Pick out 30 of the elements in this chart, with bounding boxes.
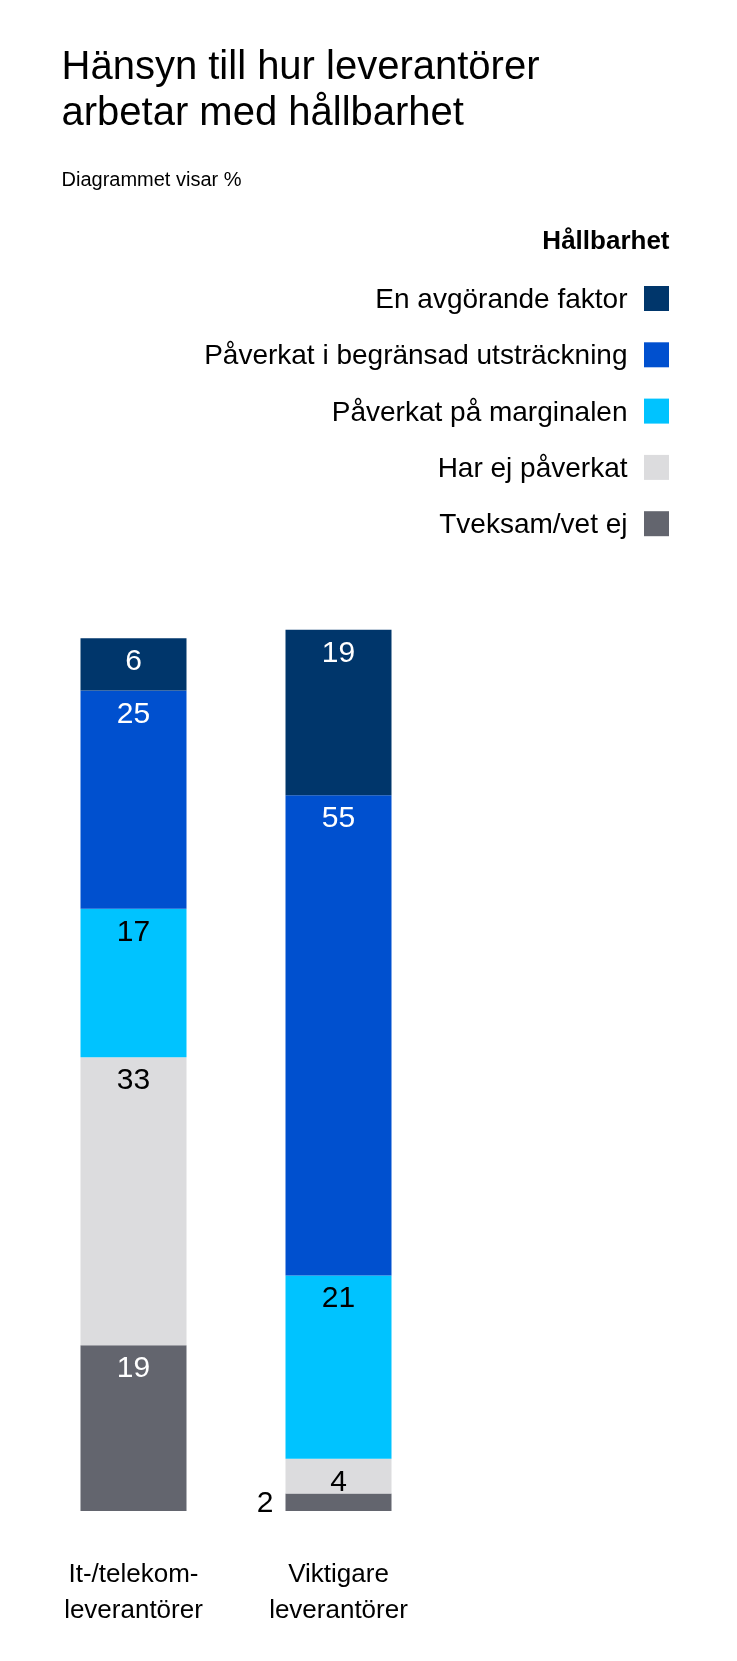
data-label: 33 xyxy=(116,1062,151,1096)
chart-title: Hänsyn till hur leverantörer arbetar med hållbarhet xyxy=(61,42,540,133)
bar xyxy=(80,908,187,1058)
bar xyxy=(80,638,187,691)
x-tick-label: It-/telekom-leverantörer xyxy=(64,1557,204,1624)
data-label: 6 xyxy=(125,643,142,677)
bar xyxy=(285,1275,392,1459)
data-label: 2 xyxy=(256,1485,274,1519)
bar xyxy=(285,1493,392,1512)
legend-label: Tveksam/vet ej xyxy=(439,508,628,540)
bar xyxy=(285,1458,392,1494)
legend-label: Påverkat i begränsad utsträckning xyxy=(204,339,628,371)
chart-subtitle: Diagrammet visar % xyxy=(61,167,242,190)
legend-label: Har ej påverkat xyxy=(437,451,628,483)
bar xyxy=(80,1057,187,1346)
data-label: 25 xyxy=(116,695,151,729)
legend-title: Hållbarhet xyxy=(542,224,670,255)
legend-label: En avgörande faktor xyxy=(375,283,628,314)
data-label: 19 xyxy=(116,1350,151,1384)
data-label: 55 xyxy=(321,800,356,834)
data-label: 19 xyxy=(321,634,356,668)
bar xyxy=(80,690,187,909)
x-tick-label: Viktigare leverantörer xyxy=(269,1557,409,1624)
data-label: 4 xyxy=(330,1463,347,1497)
data-label: 21 xyxy=(321,1280,356,1314)
data-label: 17 xyxy=(116,913,151,947)
bar xyxy=(285,629,392,796)
legend-label: Påverkat på marginalen xyxy=(331,395,628,427)
bar xyxy=(285,795,392,1276)
bar xyxy=(80,1345,187,1512)
